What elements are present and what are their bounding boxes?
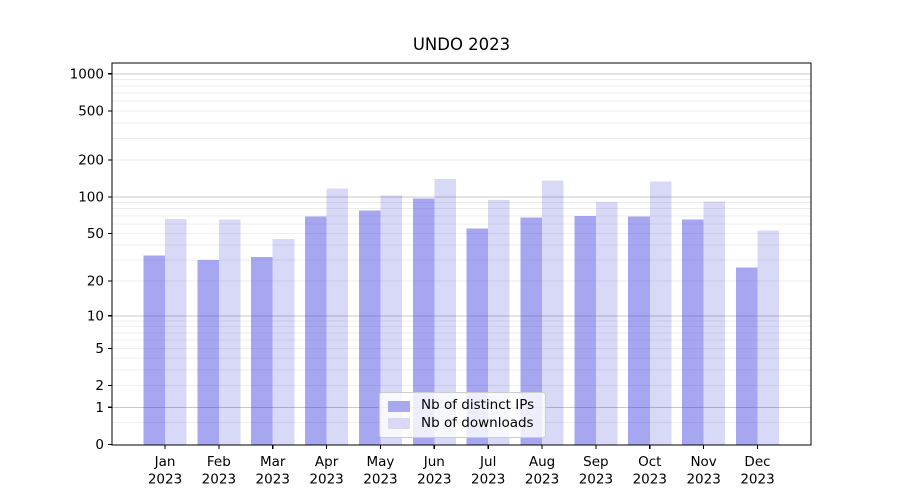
bar-ips-feb [197, 260, 219, 445]
x-tick-label-feb: Feb [207, 454, 231, 470]
bar-downloads-dec [757, 230, 780, 445]
x-tick-label-sep: Sep [583, 454, 608, 470]
bar-ips-jan [143, 255, 165, 445]
chart-title: UNDO 2023 [412, 35, 511, 54]
bar-ips-nov [682, 219, 704, 445]
bar-ips-apr [305, 216, 327, 445]
x-tick-year-may: 2023 [363, 472, 397, 488]
x-tick-year-sep: 2023 [579, 472, 613, 488]
y-tick-label: 2 [95, 378, 104, 394]
bar-downloads-nov [703, 201, 726, 445]
legend-label-downloads: Nb of downloads [421, 415, 534, 432]
bar-downloads-jan [165, 218, 187, 445]
x-tick-label-mar: Mar [260, 454, 286, 470]
legend-item-distinct-ips: Nb of distinct IPs [388, 399, 537, 413]
x-tick-label-jan: Jan [154, 454, 176, 470]
bar-ips-mar [251, 256, 273, 445]
y-tick-label: 200 [78, 153, 104, 169]
bar-downloads-mar [272, 239, 295, 445]
bar-ips-dec [735, 267, 758, 445]
plot-border [111, 62, 812, 446]
legend-label-distinct-ips: Nb of distinct IPs [421, 397, 535, 414]
bar-downloads-feb [218, 219, 241, 445]
bar-ips-aug [520, 217, 543, 445]
y-tick-label: 0 [95, 437, 104, 453]
y-tick-label: 1 [95, 400, 104, 416]
x-tick-year-aug: 2023 [525, 472, 559, 488]
x-tick-year-nov: 2023 [686, 472, 720, 488]
bar-downloads-apr [326, 188, 349, 445]
y-tick-label: 10 [87, 308, 104, 324]
x-tick-year-dec: 2023 [740, 472, 774, 488]
legend: Nb of distinct IPs Nb of downloads [379, 392, 546, 438]
x-tick-label-jul: Jul [479, 454, 496, 470]
y-tick-label: 1000 [70, 66, 104, 82]
x-tick-label-jun: Jun [423, 454, 445, 470]
bar-ips-oct [628, 216, 650, 445]
x-tick-year-jul: 2023 [471, 472, 505, 488]
bar-ips-may [358, 210, 381, 445]
x-tick-year-mar: 2023 [256, 472, 290, 488]
y-tick-label: 50 [87, 226, 104, 242]
bar-downloads-jun [434, 178, 456, 445]
x-tick-label-nov: Nov [690, 454, 716, 470]
x-tick-label-oct: Oct [638, 454, 661, 470]
x-tick-label-apr: Apr [315, 454, 339, 470]
x-tick-year-feb: 2023 [202, 472, 236, 488]
legend-swatch-distinct-ips [388, 400, 410, 412]
x-tick-year-apr: 2023 [309, 472, 343, 488]
bar-downloads-may [380, 195, 402, 445]
y-tick-label: 5 [95, 341, 104, 357]
bar-downloads-aug [542, 180, 564, 445]
bar-ips-jun [412, 198, 435, 445]
legend-item-downloads: Nb of downloads [388, 417, 537, 431]
x-tick-label-may: May [366, 454, 394, 470]
y-tick-label: 100 [78, 189, 104, 205]
y-tick-label: 20 [87, 274, 104, 290]
x-tick-label-dec: Dec [744, 454, 770, 470]
x-tick-year-jun: 2023 [417, 472, 451, 488]
x-tick-year-jan: 2023 [148, 472, 182, 488]
x-tick-label-aug: Aug [529, 454, 555, 470]
bar-downloads-oct [649, 181, 672, 445]
x-tick-year-oct: 2023 [633, 472, 667, 488]
legend-swatch-downloads [388, 418, 410, 430]
bar-downloads-sep [595, 201, 618, 445]
bar-downloads-jul [488, 200, 510, 445]
y-tick-label: 500 [78, 104, 104, 120]
bar-ips-jul [466, 228, 489, 445]
bar-ips-sep [574, 215, 596, 445]
